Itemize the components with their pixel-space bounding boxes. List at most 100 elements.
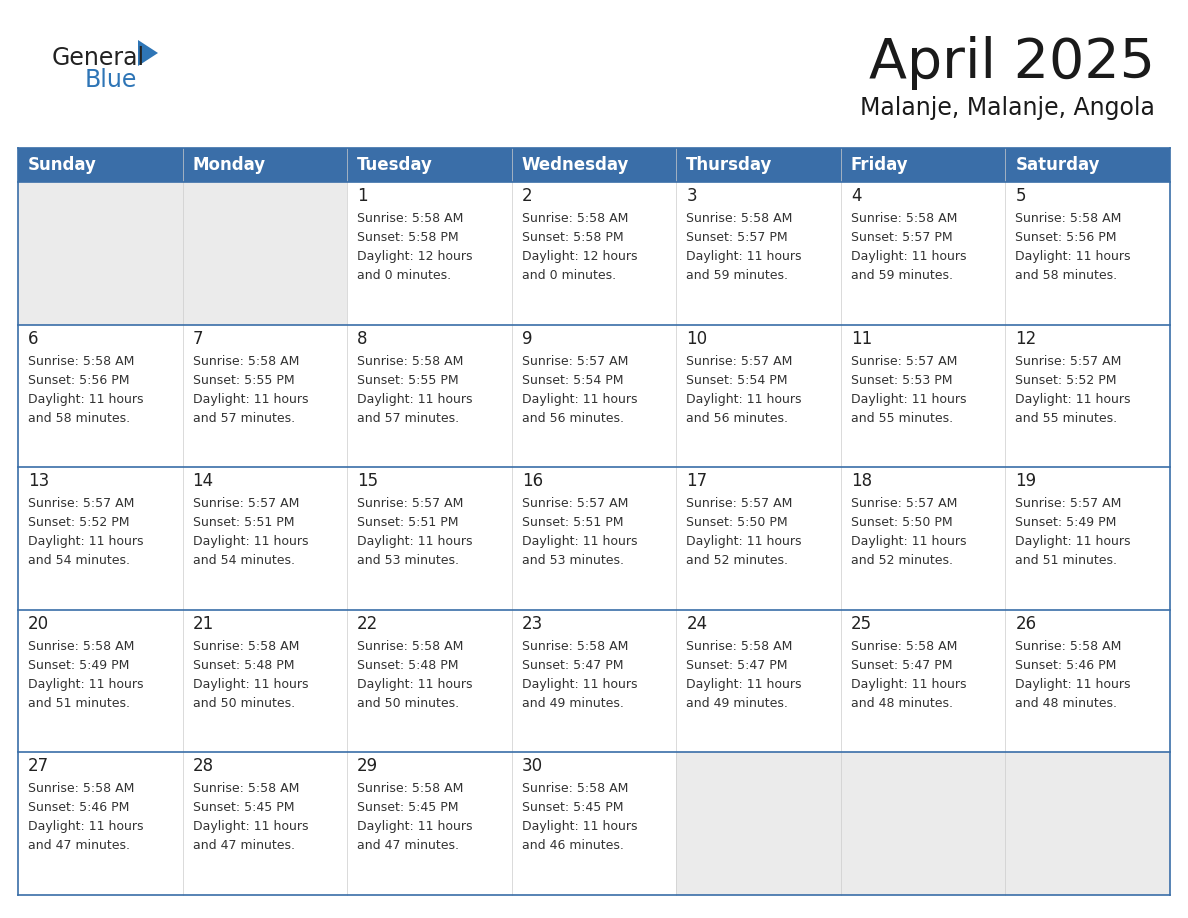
Text: Sunset: 5:49 PM: Sunset: 5:49 PM (1016, 516, 1117, 529)
Bar (841, 753, 1005, 895)
Text: and 54 minutes.: and 54 minutes. (29, 554, 129, 567)
Text: Daylight: 11 hours: Daylight: 11 hours (192, 677, 308, 691)
Text: 23: 23 (522, 615, 543, 633)
Text: 2: 2 (522, 187, 532, 205)
Text: Daylight: 11 hours: Daylight: 11 hours (522, 393, 637, 406)
Text: Sunday: Sunday (29, 156, 97, 174)
Text: 11: 11 (851, 330, 872, 348)
Text: Daylight: 11 hours: Daylight: 11 hours (851, 677, 966, 691)
Text: Sunset: 5:51 PM: Sunset: 5:51 PM (358, 516, 459, 529)
Text: 25: 25 (851, 615, 872, 633)
Text: Sunset: 5:48 PM: Sunset: 5:48 PM (358, 659, 459, 672)
Text: Daylight: 11 hours: Daylight: 11 hours (851, 393, 966, 406)
Text: 16: 16 (522, 472, 543, 490)
Bar (676, 325, 841, 467)
Text: Sunset: 5:47 PM: Sunset: 5:47 PM (851, 659, 953, 672)
Bar (18, 467, 183, 610)
Text: Sunset: 5:58 PM: Sunset: 5:58 PM (522, 231, 624, 244)
Text: Daylight: 11 hours: Daylight: 11 hours (1016, 535, 1131, 548)
Text: Wednesday: Wednesday (522, 156, 630, 174)
Text: April 2025: April 2025 (868, 36, 1155, 90)
Text: 29: 29 (358, 757, 378, 776)
Text: Sunrise: 5:58 AM: Sunrise: 5:58 AM (522, 640, 628, 653)
Text: and 0 minutes.: and 0 minutes. (522, 269, 615, 282)
Text: Sunrise: 5:58 AM: Sunrise: 5:58 AM (851, 212, 958, 225)
Text: 28: 28 (192, 757, 214, 776)
Text: Daylight: 11 hours: Daylight: 11 hours (192, 535, 308, 548)
Text: Daylight: 11 hours: Daylight: 11 hours (1016, 250, 1131, 263)
Text: Sunset: 5:53 PM: Sunset: 5:53 PM (851, 374, 953, 386)
Text: Daylight: 11 hours: Daylight: 11 hours (851, 535, 966, 548)
Text: and 48 minutes.: and 48 minutes. (851, 697, 953, 710)
Bar (18, 610, 183, 753)
Text: Daylight: 11 hours: Daylight: 11 hours (29, 821, 144, 834)
Bar (841, 325, 1005, 467)
Text: Sunset: 5:56 PM: Sunset: 5:56 PM (29, 374, 129, 386)
Bar (18, 148, 183, 182)
Bar (183, 148, 347, 182)
Bar (512, 182, 676, 325)
Bar (676, 182, 841, 325)
Text: and 59 minutes.: and 59 minutes. (851, 269, 953, 282)
Text: 13: 13 (29, 472, 49, 490)
Bar (347, 753, 512, 895)
Bar (512, 753, 676, 895)
Text: 21: 21 (192, 615, 214, 633)
Text: Sunrise: 5:57 AM: Sunrise: 5:57 AM (522, 354, 628, 367)
Bar (183, 325, 347, 467)
Text: and 56 minutes.: and 56 minutes. (687, 411, 789, 425)
Text: 27: 27 (29, 757, 49, 776)
Text: Daylight: 11 hours: Daylight: 11 hours (1016, 393, 1131, 406)
Text: and 48 minutes.: and 48 minutes. (1016, 697, 1118, 710)
Bar (676, 467, 841, 610)
Text: 26: 26 (1016, 615, 1037, 633)
Text: Sunset: 5:47 PM: Sunset: 5:47 PM (522, 659, 624, 672)
Text: and 49 minutes.: and 49 minutes. (522, 697, 624, 710)
Text: Malanje, Malanje, Angola: Malanje, Malanje, Angola (860, 96, 1155, 120)
Text: Daylight: 12 hours: Daylight: 12 hours (522, 250, 637, 263)
Text: Sunrise: 5:58 AM: Sunrise: 5:58 AM (29, 640, 134, 653)
Text: Sunset: 5:55 PM: Sunset: 5:55 PM (192, 374, 295, 386)
Text: Friday: Friday (851, 156, 909, 174)
Text: Sunrise: 5:58 AM: Sunrise: 5:58 AM (358, 354, 463, 367)
Text: Sunset: 5:46 PM: Sunset: 5:46 PM (1016, 659, 1117, 672)
Bar (1005, 610, 1170, 753)
Text: Sunset: 5:46 PM: Sunset: 5:46 PM (29, 801, 129, 814)
Text: 5: 5 (1016, 187, 1026, 205)
Bar (841, 148, 1005, 182)
Bar (1005, 325, 1170, 467)
Text: Sunrise: 5:58 AM: Sunrise: 5:58 AM (687, 640, 792, 653)
Text: Sunrise: 5:58 AM: Sunrise: 5:58 AM (1016, 640, 1121, 653)
Text: Sunset: 5:51 PM: Sunset: 5:51 PM (522, 516, 624, 529)
Text: 15: 15 (358, 472, 378, 490)
Text: Sunrise: 5:57 AM: Sunrise: 5:57 AM (687, 354, 792, 367)
Bar (18, 753, 183, 895)
Text: 10: 10 (687, 330, 707, 348)
Text: Thursday: Thursday (687, 156, 772, 174)
Bar (841, 467, 1005, 610)
Text: Daylight: 11 hours: Daylight: 11 hours (687, 393, 802, 406)
Text: 7: 7 (192, 330, 203, 348)
Text: 9: 9 (522, 330, 532, 348)
Text: Sunset: 5:52 PM: Sunset: 5:52 PM (1016, 374, 1117, 386)
Text: and 50 minutes.: and 50 minutes. (358, 697, 460, 710)
Text: Sunset: 5:57 PM: Sunset: 5:57 PM (851, 231, 953, 244)
Text: Sunrise: 5:57 AM: Sunrise: 5:57 AM (687, 498, 792, 510)
Text: Sunset: 5:52 PM: Sunset: 5:52 PM (29, 516, 129, 529)
Text: Sunrise: 5:57 AM: Sunrise: 5:57 AM (1016, 498, 1121, 510)
Text: Sunset: 5:54 PM: Sunset: 5:54 PM (522, 374, 624, 386)
Text: Daylight: 11 hours: Daylight: 11 hours (522, 677, 637, 691)
Text: Sunrise: 5:58 AM: Sunrise: 5:58 AM (29, 782, 134, 795)
Text: and 46 minutes.: and 46 minutes. (522, 839, 624, 853)
Text: and 50 minutes.: and 50 minutes. (192, 697, 295, 710)
Text: and 47 minutes.: and 47 minutes. (358, 839, 459, 853)
Text: Daylight: 12 hours: Daylight: 12 hours (358, 250, 473, 263)
Text: and 54 minutes.: and 54 minutes. (192, 554, 295, 567)
Bar (512, 325, 676, 467)
Text: and 56 minutes.: and 56 minutes. (522, 411, 624, 425)
Text: Sunrise: 5:57 AM: Sunrise: 5:57 AM (192, 498, 299, 510)
Text: Sunset: 5:48 PM: Sunset: 5:48 PM (192, 659, 295, 672)
Text: 8: 8 (358, 330, 367, 348)
Text: and 57 minutes.: and 57 minutes. (192, 411, 295, 425)
Text: Daylight: 11 hours: Daylight: 11 hours (522, 821, 637, 834)
